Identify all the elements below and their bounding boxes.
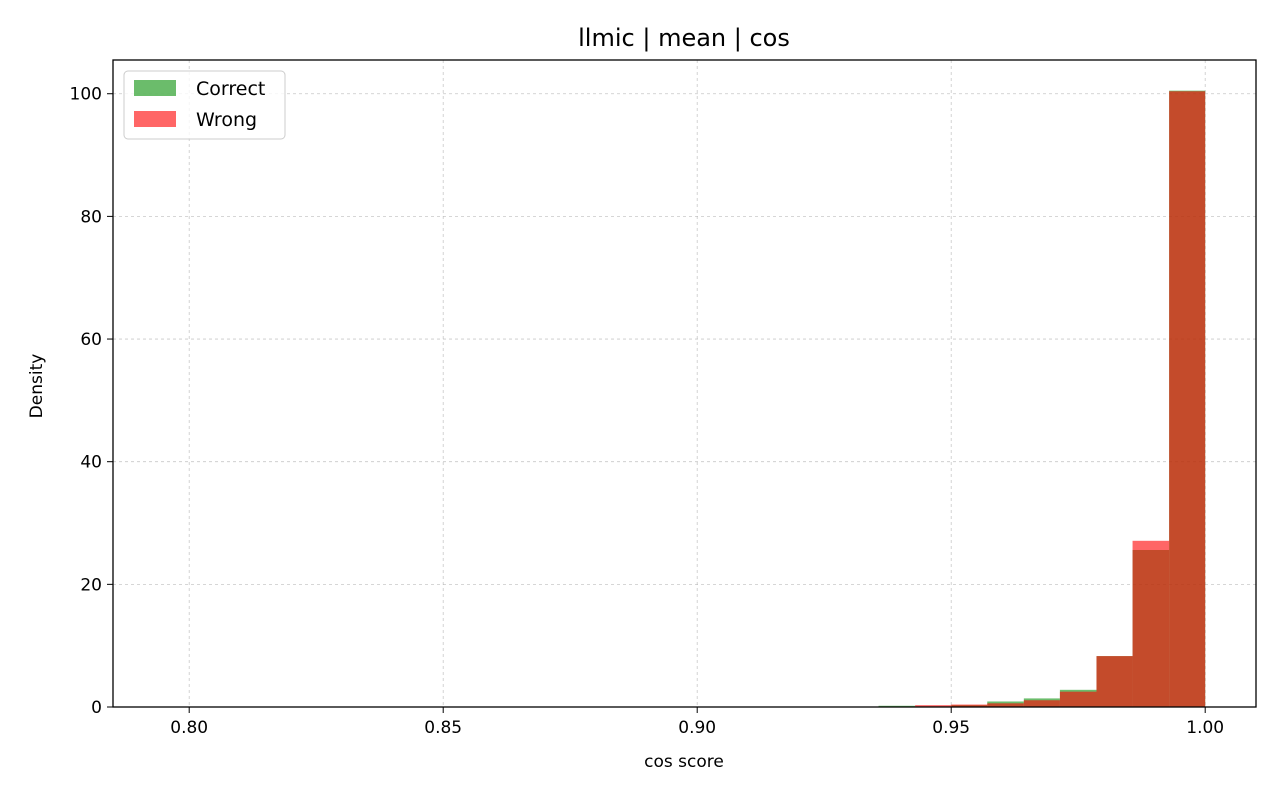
bar-wrong	[1132, 540, 1170, 707]
x-tick-label: 0.90	[678, 718, 716, 738]
x-axis-ticks: 0.80 0.85 0.90 0.95 1.00	[170, 707, 1224, 738]
y-tick-label: 60	[80, 330, 102, 350]
y-tick-label: 40	[80, 453, 102, 473]
x-tick-label: 0.85	[424, 718, 462, 738]
y-tick-label: 80	[80, 207, 102, 227]
bars	[878, 90, 1206, 707]
bar-wrong	[1059, 691, 1097, 707]
y-axis-label: Density	[27, 354, 47, 419]
bar-wrong	[1023, 700, 1060, 707]
legend: Correct Wrong	[123, 70, 286, 140]
legend-swatch-correct	[134, 80, 176, 96]
bar-wrong	[987, 703, 1024, 707]
bar-wrong	[1169, 91, 1206, 707]
legend-label-correct: Correct	[196, 78, 265, 100]
y-axis-ticks: 0 20 40 60 80 100	[70, 85, 113, 718]
chart-title: llmic | mean | cos	[578, 24, 790, 52]
bar-wrong	[951, 704, 988, 707]
x-tick-label: 0.95	[932, 718, 970, 738]
bar-wrong	[915, 705, 952, 707]
y-tick-label: 0	[91, 698, 102, 718]
legend-label-wrong: Wrong	[196, 109, 257, 131]
legend-swatch-wrong	[134, 111, 176, 127]
x-tick-label: 0.80	[170, 718, 208, 738]
grid-lines	[113, 60, 1256, 708]
x-tick-label: 1.00	[1186, 718, 1224, 738]
bar-wrong	[1096, 656, 1133, 707]
plot-frame	[112, 59, 1257, 708]
x-axis-label: cos score	[644, 752, 724, 772]
y-tick-label: 20	[80, 575, 102, 595]
y-tick-label: 100	[70, 85, 102, 105]
